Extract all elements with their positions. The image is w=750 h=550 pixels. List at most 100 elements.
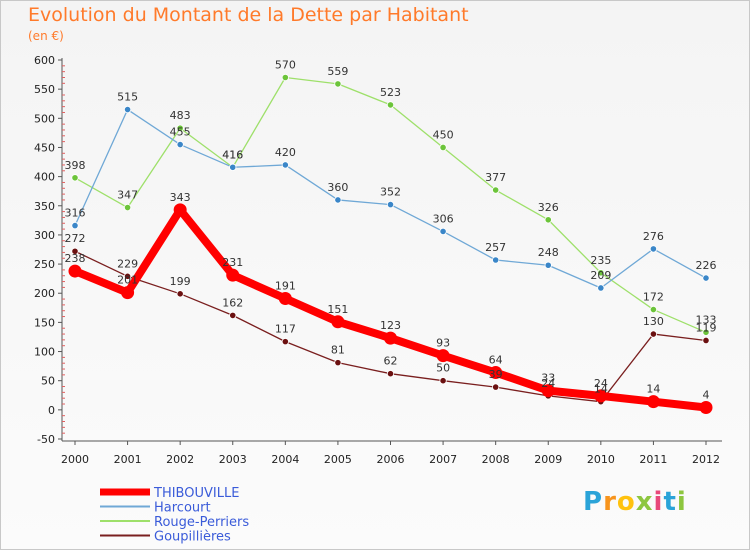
data-point-harcourt [702,274,710,282]
data-point-harcourt [229,163,237,171]
data-label-goupilli-res: 119 [696,321,717,334]
data-point-goupilli-res [334,359,342,367]
data-point-thibouville [278,291,292,305]
data-point-thibouville [699,401,713,415]
data-label-rouge-perriers: 326 [538,201,559,214]
data-point-harcourt [544,261,552,269]
data-label-rouge-perriers: 570 [275,58,296,71]
data-label-goupilli-res: 50 [436,362,450,375]
data-point-thibouville [594,389,608,403]
y-tick-label: 500 [34,112,55,125]
data-label-harcourt: 316 [65,207,86,220]
series-line-thibouville [71,205,710,412]
x-tick-label: 2006 [377,453,405,466]
data-point-thibouville [173,203,187,217]
data-point-thibouville [541,384,555,398]
y-tick-label: 350 [34,200,55,213]
data-point-goupilli-res [176,290,184,298]
data-point-thibouville [384,331,397,345]
y-tick-label: -50 [37,433,55,446]
y-tick-label: 400 [34,171,55,184]
legend: THIBOUVILLEHarcourtRouge-PerriersGoupill… [100,486,249,545]
data-point-thibouville [331,315,345,329]
data-label-harcourt: 515 [117,91,138,104]
data-point-thibouville [68,264,82,278]
data-point-thibouville [646,395,660,409]
data-label-harcourt: 360 [327,181,348,194]
data-point-goupilli-res [492,383,500,391]
data-label-harcourt: 306 [433,212,454,225]
y-tick-label: 300 [34,229,55,242]
x-tick-label: 2000 [61,453,89,466]
legend-label-goupilli-res: Goupillières [154,530,231,545]
legend-label-rouge-perriers: Rouge-Perriers [154,515,249,530]
data-point-goupilli-res [123,272,132,280]
x-tick-label: 2008 [482,453,510,466]
data-label-rouge-perriers: 559 [327,65,348,78]
data-label-thibouville: 24 [594,377,608,390]
data-label-harcourt: 257 [485,241,506,254]
data-point-thibouville [226,268,240,282]
data-label-goupilli-res: 39 [489,368,503,381]
data-point-rouge-perriers [702,328,710,336]
data-label-thibouville: 64 [489,354,503,367]
data-label-harcourt: 276 [643,230,664,243]
data-point-goupilli-res [386,370,395,378]
data-point-harcourt [492,256,500,264]
data-point-rouge-perriers [386,101,395,109]
y-tick-label: 50 [41,375,55,388]
proxiti-logo: Proxiti [583,487,687,517]
data-label-rouge-perriers: 235 [590,254,611,267]
data-label-harcourt: 248 [538,246,559,259]
data-point-rouge-perriers [176,124,184,132]
data-label-goupilli-res: 272 [65,232,86,245]
data-label-thibouville: 123 [380,319,401,332]
legend-label-thibouville: THIBOUVILLE [153,486,239,501]
data-label-harcourt: 416 [222,148,243,161]
data-label-thibouville: 343 [170,191,191,204]
data-point-goupilli-res [281,338,289,346]
y-tick-label: 550 [34,83,55,96]
data-point-goupilli-res [439,377,447,385]
data-label-thibouville: 4 [703,389,710,402]
legend-label-harcourt: Harcourt [154,501,211,516]
x-tick-label: 2011 [639,453,667,466]
data-point-harcourt [386,201,395,209]
data-point-rouge-perriers [597,269,605,277]
data-point-goupilli-res [229,311,237,319]
data-label-thibouville: 201 [117,274,138,287]
data-label-goupilli-res: 62 [384,355,398,368]
data-point-rouge-perriers [544,216,552,224]
data-label-goupilli-res: 130 [643,315,664,328]
data-label-goupilli-res: 199 [170,275,191,288]
data-point-harcourt [176,140,184,149]
data-point-harcourt [439,227,447,236]
y-tick-label: 200 [34,287,55,300]
data-point-goupilli-res [71,247,79,255]
x-tick-label: 2009 [534,453,562,466]
axes: -500501001502002503003504004505005506002… [34,54,722,466]
data-point-thibouville [436,349,450,363]
data-point-goupilli-res [649,330,658,338]
data-point-goupilli-res [702,336,710,345]
data-point-harcourt [281,161,289,169]
data-point-rouge-perriers [649,305,658,314]
data-label-goupilli-res: 162 [222,296,243,309]
data-label-harcourt: 226 [696,259,717,272]
data-point-rouge-perriers [281,73,289,82]
data-label-harcourt: 209 [590,269,611,282]
y-tick-label: 150 [34,316,55,329]
data-label-rouge-perriers: 523 [380,86,401,99]
chart-title: Evolution du Montant de la Dette par Hab… [28,4,469,26]
x-tick-label: 2003 [219,453,247,466]
data-label-thibouville: 238 [65,252,86,265]
data-point-rouge-perriers [71,174,79,182]
chart-unit-label: (en €) [28,29,64,43]
x-tick-label: 2005 [324,453,352,466]
data-point-rouge-perriers [439,143,447,152]
data-label-thibouville: 93 [436,337,450,350]
y-tick-label: 600 [34,54,55,67]
data-label-rouge-perriers: 398 [65,159,86,172]
